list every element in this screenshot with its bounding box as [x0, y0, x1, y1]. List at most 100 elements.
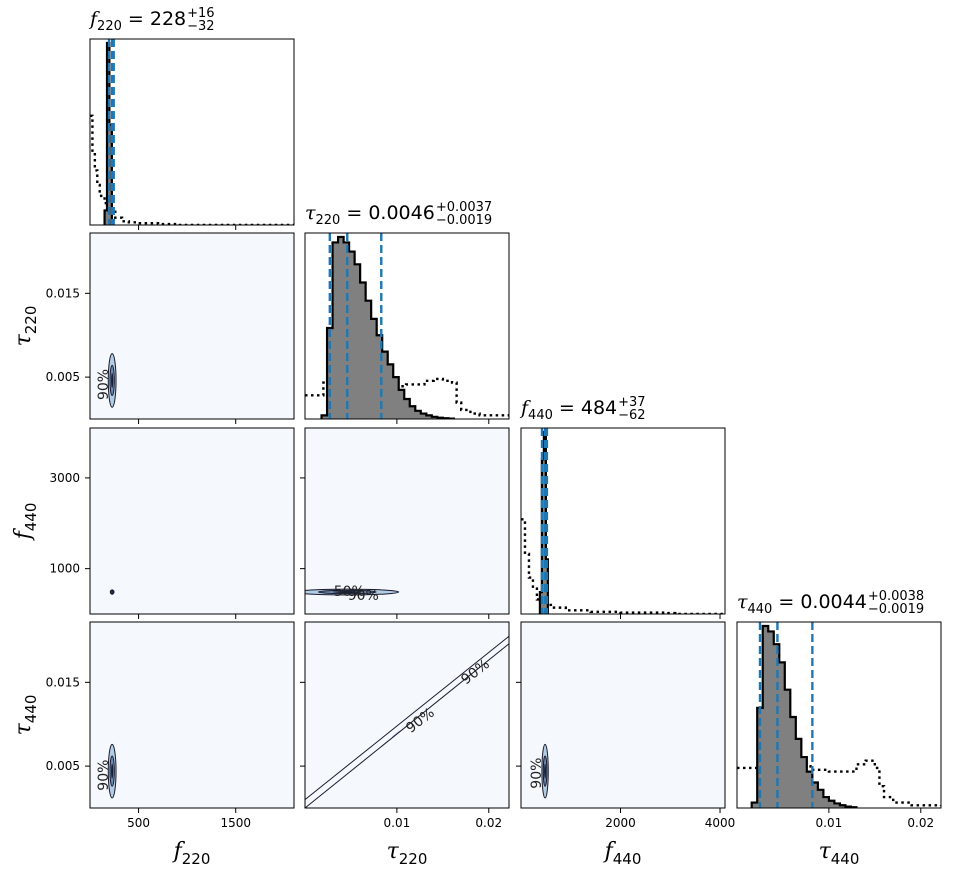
contour-label: 90%: [348, 588, 379, 604]
diagonal-frame: [736, 621, 942, 809]
posterior-fill: [321, 237, 454, 419]
title-upper-error: +0.0037: [436, 200, 492, 215]
y-tick-label: 0.015: [46, 286, 80, 300]
contour-label: 50%: [334, 584, 365, 600]
axis-subscript: 220: [399, 850, 428, 868]
contour-label: 90%: [96, 760, 112, 791]
pair-panel-f220-tau220: [107, 353, 117, 408]
posterior-step-line: [320, 235, 455, 419]
x-axis-label-tau440: τ440: [819, 839, 860, 868]
x-axis-label-tau220: τ220: [387, 839, 428, 868]
panel-title-f220: f220 = 228: [88, 8, 186, 34]
pair-panel-tau220-f440: [305, 588, 400, 596]
title-lower-error: −62: [618, 408, 645, 423]
title-upper-error: +0.0038: [868, 589, 924, 604]
title-value: = 0.0046: [340, 202, 434, 224]
x-tick-label: 4000: [705, 816, 736, 830]
posterior-fill: [751, 626, 857, 808]
x-tick-label: 500: [127, 816, 150, 830]
x-tick-label: 0.02: [475, 816, 502, 830]
x-tick-label: 1500: [220, 816, 251, 830]
title-lower-error: −0.0019: [868, 602, 924, 617]
contour-label-bg: [397, 699, 441, 739]
posterior-step-line: [750, 624, 858, 808]
title-subscript: 440: [528, 408, 553, 423]
contour-label: 90%: [529, 758, 545, 789]
y-tick-label: 1000: [49, 562, 80, 576]
title-value: = 228: [122, 8, 186, 30]
diagonal-frame: [520, 427, 726, 615]
title-upper-error: +37: [618, 395, 645, 410]
title-symbol: f: [519, 397, 531, 419]
title-lower-error: −0.0019: [436, 213, 492, 228]
density-peak: [111, 763, 114, 779]
title-value: = 0.0044: [772, 591, 866, 613]
y-axis-label-tau220: τ220: [11, 306, 40, 347]
y-tick-label: 0.005: [46, 370, 80, 384]
axis-symbol: τ: [819, 839, 832, 864]
contour-90-upper: [304, 635, 510, 801]
pair-frame: [304, 621, 510, 809]
x-axis-label-f220: f220: [172, 839, 211, 868]
pair-panel-f220-tau440: [107, 743, 117, 799]
title-subscript: 220: [316, 213, 341, 228]
title-value: = 484: [553, 397, 617, 419]
title-subscript: 440: [748, 602, 773, 617]
density-background: [305, 622, 509, 808]
y-axis-label-f440: f440: [11, 503, 40, 542]
prior-step-line: [521, 518, 725, 614]
axis-subscript: 220: [22, 306, 40, 335]
y-tick-label: 3000: [49, 471, 80, 485]
x-tick-label: 0.01: [384, 816, 411, 830]
title-symbol: τ: [305, 202, 316, 224]
density-background: [90, 233, 294, 419]
pair-frame: [89, 621, 295, 809]
prior-step-line: [737, 759, 941, 807]
y-axis-label-tau440: τ440: [11, 695, 40, 736]
x-tick-label: 2000: [605, 816, 636, 830]
y-tick-label: 0.005: [46, 759, 80, 773]
x-tick-label: 0.02: [907, 816, 934, 830]
axis-subscript: 440: [22, 503, 40, 532]
pair-frame: [89, 232, 295, 420]
x-tick-label: 0.01: [816, 816, 843, 830]
title-lower-error: −32: [187, 19, 214, 34]
contour-inner-mark: [391, 730, 400, 738]
pair-frame: [304, 427, 510, 615]
density-background: [305, 428, 509, 614]
histogram-tau440: [737, 622, 941, 808]
density-peak: [332, 591, 362, 594]
axis-subscript: 440: [613, 850, 642, 868]
title-upper-error: +16: [187, 6, 214, 21]
prior-step-line: [90, 114, 294, 225]
panel-title-tau440: τ440 = 0.0044: [737, 591, 867, 617]
pair-frame: [89, 427, 295, 615]
density-peak: [544, 763, 547, 779]
contour-label: 90%: [96, 369, 112, 400]
density-background: [521, 622, 725, 808]
pair-panel-f220-f440: [109, 589, 115, 595]
pair-panel-f440-tau440: [541, 743, 549, 799]
histogram-f220: [90, 39, 294, 225]
density-peak: [111, 372, 114, 389]
histogram-tau220: [305, 233, 509, 419]
axis-subscript: 440: [22, 695, 40, 724]
axis-symbol: τ: [11, 333, 36, 346]
title-symbol: f: [88, 8, 100, 30]
histogram-f440: [521, 428, 725, 614]
diagonal-frame: [89, 38, 295, 226]
density-peak: [111, 591, 114, 594]
panel-title-tau220: τ220 = 0.0046: [305, 202, 435, 228]
y-tick-label: 0.015: [46, 675, 80, 689]
diagonal-frame: [304, 232, 510, 420]
density-background: [90, 428, 294, 614]
pair-frame: [520, 621, 726, 809]
panel-title-f440: f440 = 484: [519, 397, 617, 423]
axis-symbol: τ: [11, 722, 36, 735]
axis-subscript: 440: [831, 850, 860, 868]
contour-90-lower: [304, 643, 510, 809]
x-axis-label-f440: f440: [603, 839, 642, 868]
axis-symbol: τ: [387, 839, 400, 864]
title-symbol: τ: [737, 591, 748, 613]
